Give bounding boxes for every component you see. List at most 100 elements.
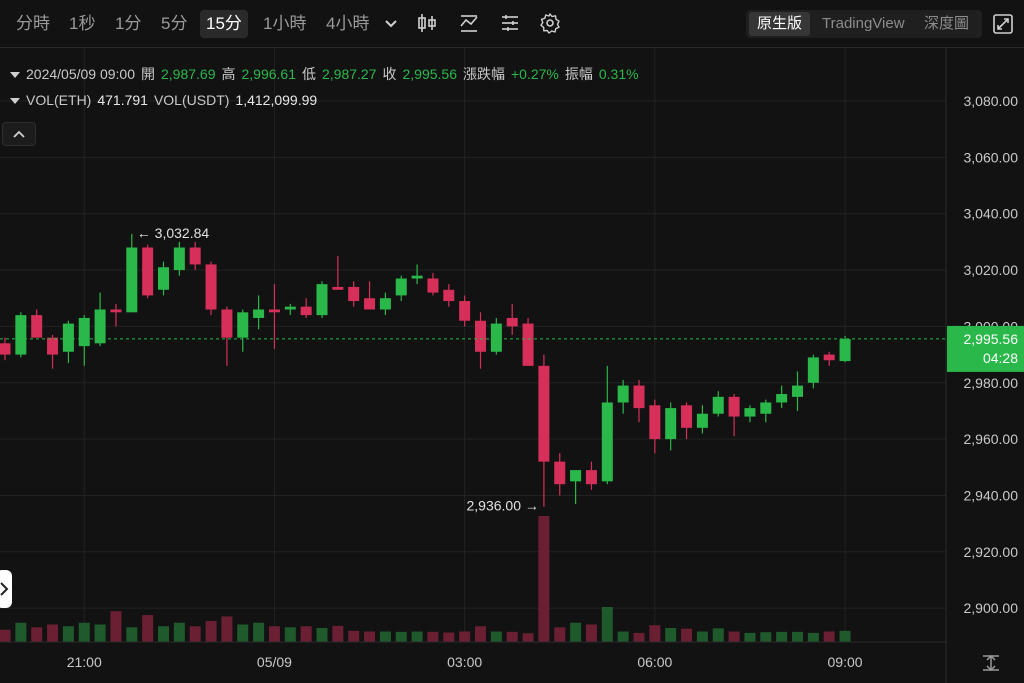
volume-bar	[823, 631, 835, 642]
volume-bar	[189, 626, 201, 642]
candle-body	[443, 289, 455, 302]
candle-body	[0, 343, 11, 355]
view-mode-tradingview[interactable]: TradingView	[822, 15, 905, 32]
candle	[427, 272, 439, 296]
candle-body	[427, 278, 439, 293]
candle	[522, 317, 534, 366]
expand-panel-button[interactable]	[0, 570, 12, 608]
view-mode-native[interactable]: 原生版	[749, 12, 811, 36]
time-axis-zoom-icon[interactable]	[983, 654, 999, 672]
candle	[807, 354, 819, 389]
high-marker-label: ← 3,032.84	[137, 225, 210, 241]
candle	[506, 303, 518, 335]
chevron-right-icon	[0, 582, 9, 596]
timeframe-tab-4h[interactable]: 4小時	[326, 14, 370, 33]
candle-body	[332, 286, 344, 290]
candle-body	[364, 298, 376, 310]
candle-body	[760, 402, 772, 414]
candle	[554, 453, 566, 496]
candle-body	[142, 247, 154, 296]
candle-body	[776, 394, 788, 403]
chevron-down-icon[interactable]	[382, 13, 400, 33]
change-value: +0.27%	[511, 66, 559, 82]
volume-bar	[427, 631, 439, 642]
candle	[538, 354, 550, 507]
volume-bar	[253, 622, 265, 642]
timeframe-tab-1h[interactable]: 1小時	[263, 14, 307, 33]
volume-bar	[696, 631, 708, 642]
volume-bar	[538, 516, 550, 642]
candle	[110, 303, 122, 327]
volume-bar	[0, 629, 11, 642]
caret-down-icon[interactable]	[10, 98, 20, 105]
candle	[62, 320, 74, 364]
volume-bar	[792, 631, 803, 642]
volume-bar	[522, 633, 534, 642]
collapse-legend-button[interactable]	[2, 122, 36, 146]
candle	[158, 261, 169, 296]
candle-body	[411, 275, 423, 279]
candlesticks	[0, 233, 851, 507]
candle-body	[316, 284, 328, 316]
candle-body	[94, 309, 106, 344]
volume-bar	[728, 631, 740, 642]
candle	[443, 284, 455, 307]
candle	[633, 379, 645, 423]
volume-bar	[712, 628, 724, 642]
candle-body	[570, 470, 582, 482]
view-mode-depth[interactable]: 深度圖	[924, 15, 970, 32]
candle-body	[839, 338, 851, 362]
candle-body	[792, 385, 803, 397]
candle-body	[696, 413, 708, 428]
volume-bar	[173, 622, 185, 642]
price-tick-label: 2,960.00	[964, 431, 1019, 447]
timeframe-tab-1s[interactable]: 1秒	[69, 14, 96, 33]
candle	[395, 275, 407, 302]
volume-bar	[601, 607, 613, 642]
candle-body	[490, 323, 502, 352]
candle-body	[268, 309, 280, 313]
candle	[94, 292, 106, 347]
candle-body	[633, 385, 645, 409]
candle	[475, 312, 486, 369]
candle-body	[554, 461, 566, 485]
volume-bar	[47, 624, 59, 642]
candle-body	[807, 357, 819, 383]
chart-toolbar: 分時 1秒 1分 5分 15分 1小時 4小時 原生版 TradingView …	[0, 0, 1024, 48]
price-tick-label: 2,920.00	[964, 544, 1019, 560]
open-value: 2,987.69	[161, 66, 216, 82]
candle	[316, 281, 328, 318]
candle	[253, 295, 265, 330]
volume-bar	[110, 611, 122, 642]
candle	[237, 309, 249, 352]
candle-body	[158, 267, 169, 290]
candle-body	[522, 323, 534, 366]
extreme-markers: ← 3,032.84 2,936.00 →	[137, 225, 539, 514]
candle-body	[15, 315, 27, 355]
candle	[47, 334, 59, 369]
candle-body	[538, 365, 550, 462]
price-tick-label: 3,020.00	[964, 262, 1019, 278]
last-price-label: 2,995.56	[964, 331, 1019, 347]
volume-bar	[31, 627, 43, 642]
volume-bar	[459, 631, 471, 642]
candle-body	[379, 298, 391, 310]
candle-body	[728, 396, 740, 417]
volume-bar	[395, 631, 407, 642]
timeframe-tab-15m[interactable]: 15分	[200, 10, 248, 38]
fullscreen-icon[interactable]	[992, 13, 1014, 35]
candle-body	[110, 309, 122, 313]
timeframe-tab-1m[interactable]: 1分	[115, 14, 142, 33]
candle	[728, 394, 740, 437]
candlestick-type-icon[interactable]	[416, 12, 438, 34]
high-value: 2,996.61	[241, 66, 297, 82]
volume-bar	[364, 631, 376, 642]
gear-icon[interactable]	[539, 12, 561, 34]
timeframe-tab-time-sharing[interactable]: 分時	[16, 14, 50, 33]
volume-bar	[506, 631, 518, 642]
caret-down-icon[interactable]	[10, 72, 20, 79]
indicator-icon[interactable]	[458, 12, 480, 34]
timeframe-tab-5m[interactable]: 5分	[161, 14, 188, 33]
list-settings-icon[interactable]	[499, 12, 521, 34]
